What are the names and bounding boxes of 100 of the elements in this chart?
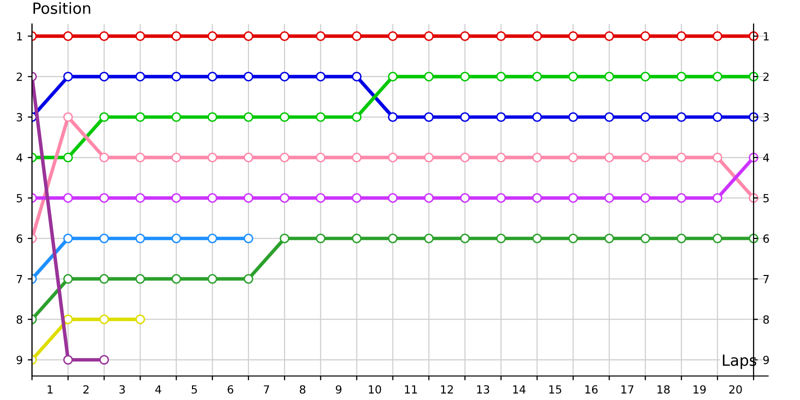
x-tick-label: 1 — [48, 385, 53, 394]
point — [171, 193, 182, 203]
point — [171, 234, 182, 244]
point — [135, 274, 146, 284]
point — [280, 193, 290, 203]
x-tick-label: 4 — [155, 385, 162, 394]
point — [352, 112, 362, 122]
point — [424, 31, 434, 41]
point — [424, 234, 434, 244]
y2-tick-label: 7 — [764, 275, 769, 284]
point — [532, 72, 542, 82]
y-axis-title: Position — [34, 2, 90, 14]
point — [424, 112, 434, 122]
point — [352, 234, 362, 244]
point — [244, 112, 254, 122]
point — [99, 234, 110, 244]
point — [352, 31, 362, 41]
point — [676, 193, 686, 203]
point — [171, 72, 182, 82]
point — [640, 31, 650, 41]
point — [135, 152, 146, 162]
point — [424, 72, 434, 82]
point — [568, 31, 578, 41]
point — [352, 72, 362, 82]
point — [388, 193, 398, 203]
point — [604, 72, 614, 82]
point — [171, 274, 182, 284]
point — [532, 112, 542, 122]
point — [63, 314, 73, 324]
point — [460, 31, 470, 41]
point — [63, 112, 73, 122]
x-tick-label: 3 — [120, 385, 125, 394]
x-tick-label: 20 — [729, 385, 742, 394]
point — [568, 112, 578, 122]
y2-tick-label: 3 — [763, 113, 769, 122]
point — [424, 193, 434, 203]
y-tick-label: 7 — [16, 275, 22, 284]
point — [352, 152, 362, 162]
point — [712, 193, 722, 203]
point — [568, 72, 578, 82]
x-tick-label: 8 — [300, 385, 306, 394]
point — [280, 112, 290, 122]
point — [99, 314, 110, 324]
point — [280, 31, 290, 41]
point — [316, 112, 326, 122]
point — [496, 72, 506, 82]
point — [496, 234, 506, 244]
point — [568, 234, 578, 244]
point — [208, 72, 218, 82]
point — [388, 112, 398, 122]
y-tick-label: 4 — [16, 154, 22, 162]
y2-tick-label: 1 — [764, 32, 769, 40]
point — [135, 112, 146, 122]
point — [640, 112, 650, 122]
point — [604, 234, 614, 244]
point — [604, 152, 614, 162]
x-tick-label: 5 — [192, 385, 197, 394]
point — [712, 112, 722, 122]
point — [135, 193, 146, 203]
point — [135, 72, 146, 82]
y2-tick-label: 9 — [763, 356, 769, 364]
point — [496, 31, 506, 41]
x-tick-label: 17 — [621, 385, 634, 394]
point — [280, 152, 290, 162]
y2-tick-label: 4 — [763, 154, 770, 162]
point — [63, 72, 73, 82]
point — [99, 72, 110, 82]
point — [460, 152, 470, 162]
point — [712, 72, 722, 82]
point — [208, 234, 218, 244]
y-tick-label: 5 — [16, 194, 22, 202]
point — [712, 31, 722, 41]
x-tick-label: 19 — [694, 385, 706, 394]
y-tick-label: 3 — [16, 113, 22, 122]
point — [63, 234, 73, 244]
point — [135, 234, 146, 244]
point — [604, 112, 614, 122]
point — [532, 31, 542, 41]
x-tick-label: 7 — [264, 385, 270, 394]
point — [496, 152, 506, 162]
point — [532, 193, 542, 203]
x-tick-label: 12 — [441, 385, 453, 394]
point — [496, 112, 506, 122]
point — [63, 354, 73, 365]
point — [496, 193, 506, 203]
point — [208, 31, 218, 41]
x-tick-label: 13 — [477, 385, 490, 394]
point — [640, 152, 650, 162]
point — [640, 234, 650, 244]
point — [63, 152, 73, 162]
point — [208, 274, 218, 284]
point — [388, 234, 398, 244]
point — [424, 152, 434, 162]
point — [99, 193, 110, 203]
point — [568, 152, 578, 162]
point — [99, 274, 110, 284]
x-tick-label: 14 — [513, 385, 526, 394]
point — [63, 193, 73, 203]
point — [460, 234, 470, 244]
y-tick-label: 8 — [16, 315, 22, 324]
